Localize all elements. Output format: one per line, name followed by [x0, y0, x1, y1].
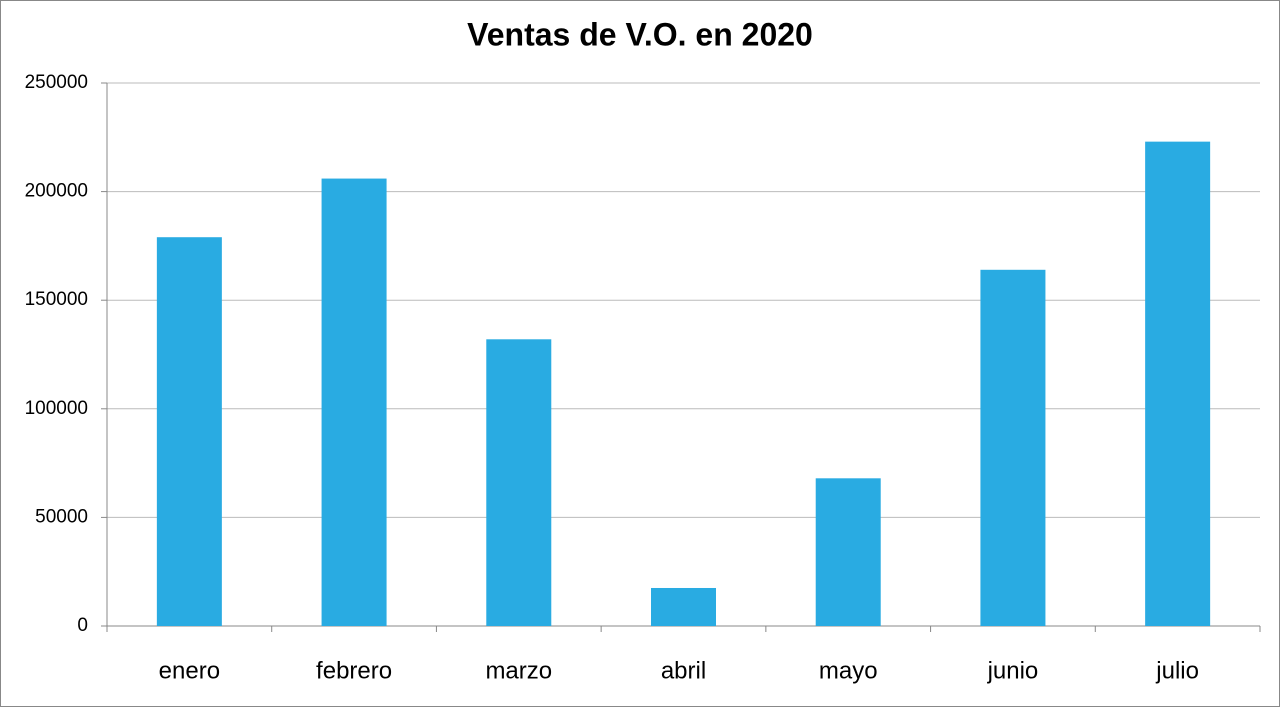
bar: [980, 269, 1046, 626]
bar: [486, 339, 552, 626]
x-tick-label: marzo: [485, 657, 552, 684]
y-tick-label: 50000: [35, 506, 88, 527]
y-tick-label: 200000: [25, 181, 88, 202]
y-tick-label: 150000: [25, 289, 88, 310]
x-tick-label: abril: [661, 657, 706, 684]
x-tick-label: julio: [1155, 657, 1199, 684]
bar: [815, 478, 881, 626]
bar: [321, 178, 387, 626]
bar: [156, 237, 222, 626]
x-tick-label: enero: [159, 657, 220, 684]
x-tick-label: junio: [987, 657, 1039, 684]
y-tick-label: 0: [77, 615, 88, 636]
x-tick-label: febrero: [316, 657, 392, 684]
y-tick-label: 100000: [25, 398, 88, 419]
bar: [1145, 141, 1211, 627]
y-tick-label: 250000: [25, 72, 88, 93]
chart-title: Ventas de V.O. en 2020: [467, 16, 813, 52]
bar: [651, 587, 716, 626]
x-tick-label: mayo: [819, 657, 878, 684]
